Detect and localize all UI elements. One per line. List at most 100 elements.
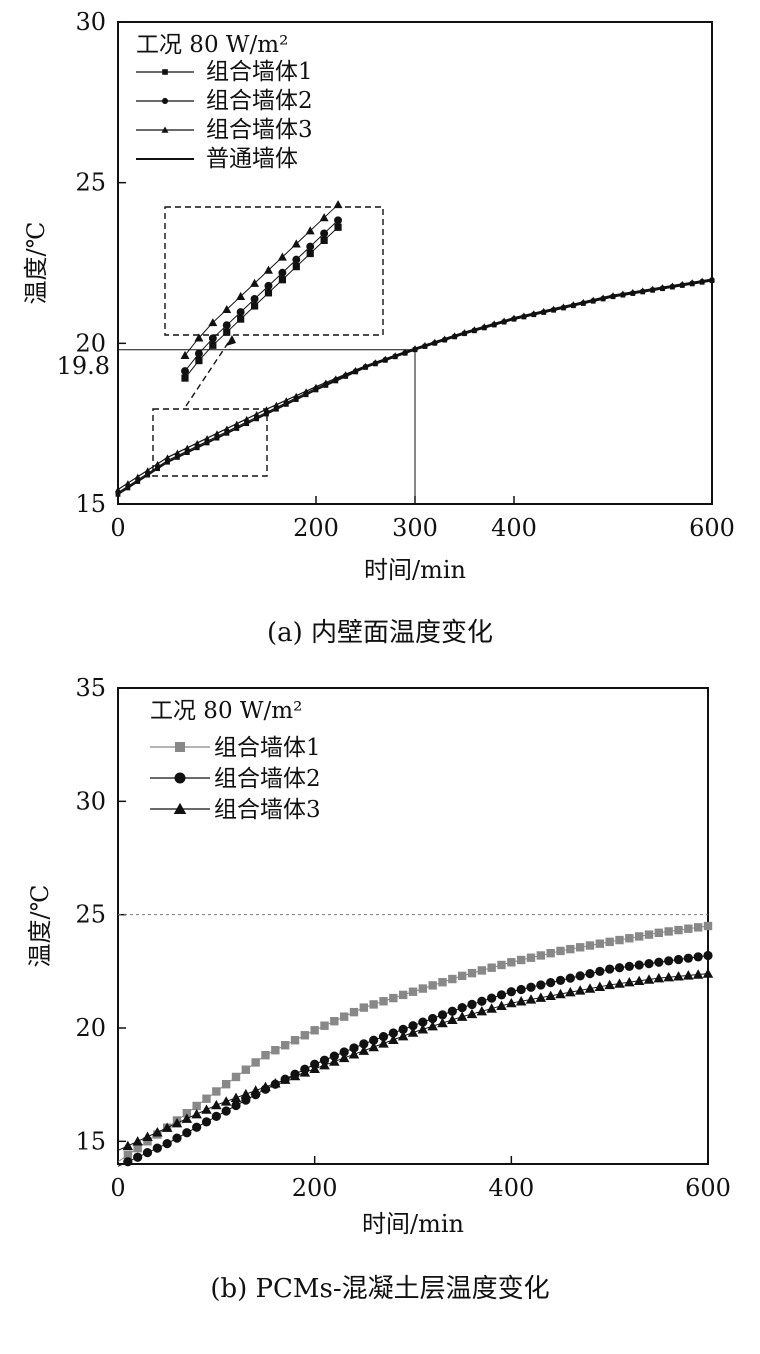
panel-a-inset-marker-3: [305, 226, 315, 235]
panel-b-marker-3: [624, 976, 635, 987]
panel-b-marker-2: [585, 968, 595, 979]
panel-b-chart: 0 200 400 600 15 20 25 30 35 工况 80 W/m² 组合墙体1 组合墙体…: [26, 674, 731, 1238]
panel-b-marker-1: [192, 1101, 201, 1111]
panel-b-marker-1: [467, 968, 477, 978]
panel-b-marker-3: [122, 1140, 134, 1151]
panel-b-marker-2: [162, 1138, 172, 1149]
panel-b-marker-2: [683, 953, 693, 963]
panel-a-xtick-label: 200: [293, 514, 339, 542]
panel-b-marker-3: [565, 986, 576, 997]
panel-a-marker-3: [164, 454, 171, 460]
panel-b-marker-3: [329, 1056, 340, 1066]
panel-b-marker-2: [546, 978, 556, 988]
panel-b-marker-1: [369, 1000, 378, 1009]
panel-a-inset-marker-2: [264, 281, 273, 290]
panel-b-ytick-label: 30: [75, 787, 106, 815]
panel-a-marker-3: [322, 379, 329, 385]
panel-b-marker-1: [202, 1094, 211, 1103]
panel-b-legend-marker-1: [175, 742, 185, 752]
panel-a-marker-3: [124, 480, 131, 486]
panel-a-marker-3: [293, 392, 300, 399]
panel-b-marker-1: [634, 932, 644, 941]
panel-b-marker-3: [417, 1024, 429, 1034]
panel-a-xtick-label: 400: [491, 514, 537, 542]
panel-b-ytick-label: 15: [75, 1127, 106, 1155]
panel-a-legend-label-3: 组合墙体3: [206, 117, 313, 143]
panel-b-marker-1: [566, 944, 575, 954]
panel-b-marker-1: [212, 1087, 221, 1096]
panel-a-inset-marker-3: [291, 239, 301, 248]
panel-a-legend-marker-3: [161, 126, 169, 133]
panel-b-marker-2: [221, 1106, 231, 1116]
panel-a-inset-marker-2: [292, 255, 301, 264]
panel-b-marker-3: [319, 1059, 330, 1070]
panel-a-xtick-label: 0: [110, 514, 125, 542]
panel-a-ytick-label: 20: [75, 329, 106, 357]
panel-b-marker-3: [348, 1049, 360, 1059]
panel-b-marker-2: [575, 971, 585, 981]
panel-b-marker-3: [525, 994, 537, 1004]
panel-b-marker-2: [624, 961, 634, 971]
panel-a-ytick-label: 15: [75, 490, 106, 518]
panel-a-marker-3: [204, 435, 211, 441]
panel-b-marker-2: [477, 996, 487, 1006]
panel-b-marker-1: [644, 930, 654, 939]
panel-b-marker-3: [289, 1070, 301, 1081]
panel-b-marker-3: [476, 1005, 488, 1016]
panel-b-marker-3: [201, 1104, 212, 1114]
panel-b-marker-3: [299, 1067, 311, 1077]
panel-a-inset-marker-1: [223, 328, 231, 336]
panel-a-inset-marker-2: [278, 268, 287, 277]
panel-b-marker-3: [358, 1045, 370, 1055]
panel-a-marker-3: [233, 420, 240, 427]
panel-b-marker-3: [142, 1131, 153, 1141]
panel-b-marker-3: [653, 972, 665, 983]
panel-a-inset-marker-1: [278, 276, 286, 284]
panel-b-marker-1: [408, 987, 418, 996]
panel-b-marker-1: [625, 934, 634, 943]
panel-b-xtick-label: 600: [685, 1174, 731, 1202]
panel-b-marker-2: [339, 1047, 349, 1057]
panel-b-marker-3: [437, 1017, 448, 1028]
panel-a-marker-3: [115, 486, 121, 492]
panel-b-marker-1: [703, 921, 713, 931]
panel-b-marker-3: [515, 996, 527, 1006]
panel-a-xtick-label: 600: [689, 514, 735, 542]
panel-b-marker-2: [496, 990, 507, 1000]
panel-b-marker-1: [379, 997, 388, 1006]
panel-b-marker-3: [191, 1108, 202, 1119]
panel-b-marker-2: [231, 1100, 241, 1111]
panel-b-marker-1: [654, 928, 664, 937]
panel-b-marker-1: [330, 1017, 339, 1026]
panel-b-marker-2: [201, 1117, 212, 1127]
panel-a-inset-marker-3: [319, 213, 329, 222]
panel-a-ytick-label: 25: [75, 169, 106, 197]
panel-b-marker-1: [143, 1137, 152, 1146]
panel-b-marker-3: [545, 990, 556, 1001]
panel-b-marker-1: [507, 958, 516, 967]
panel-b-marker-2: [133, 1152, 143, 1162]
panel-b-marker-1: [300, 1031, 310, 1040]
panel-a-ref-ytick-label: 19.8: [57, 352, 110, 380]
panel-b-marker-2: [516, 984, 526, 995]
panel-b-marker-3: [584, 983, 596, 993]
panel-a-marker-3: [283, 397, 290, 403]
panel-b-marker-2: [673, 954, 684, 965]
panel-b-marker-3: [496, 1000, 507, 1010]
panel-b-marker-2: [349, 1043, 359, 1053]
panel-a-inset-marker-2: [208, 334, 217, 343]
panel-b-marker-3: [535, 992, 547, 1002]
panel-b-marker-3: [279, 1074, 291, 1084]
panel-b-legend-label-2: 组合墙体2: [214, 766, 321, 792]
panel-b-marker-3: [388, 1034, 399, 1044]
panel-b-marker-3: [427, 1020, 438, 1031]
panel-a-inset-marker-3: [194, 333, 204, 342]
panel-b-xtick-label: 0: [110, 1174, 125, 1202]
panel-b-marker-3: [692, 969, 704, 979]
panel-a-inset-marker-2: [320, 229, 329, 238]
panel-a-inset-marker-1: [306, 249, 314, 258]
panel-b-marker-1: [605, 937, 614, 947]
panel-b-marker-1: [497, 960, 506, 970]
panel-b-marker-1: [575, 943, 585, 952]
